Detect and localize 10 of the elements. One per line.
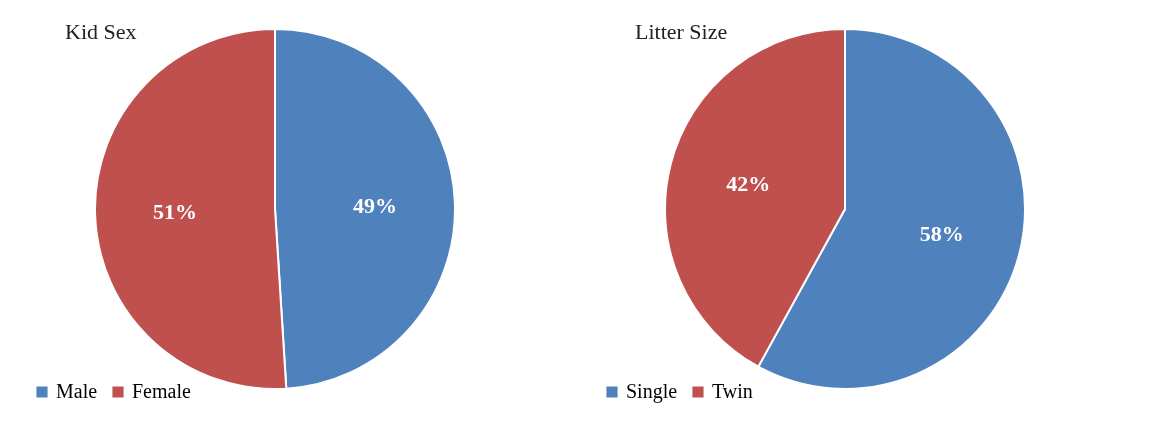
data-label: 51% [153,199,198,225]
legend-label: Twin [712,380,753,402]
chart-title: Litter Size [635,19,728,44]
data-label: 42% [726,171,771,197]
data-label: 49% [352,192,397,218]
legend-label: Single [626,380,678,403]
legend-label: Female [132,380,191,402]
legend-label: Male [56,380,98,402]
data-label: 58% [919,220,964,246]
chart-title: Kid Sex [65,19,137,44]
